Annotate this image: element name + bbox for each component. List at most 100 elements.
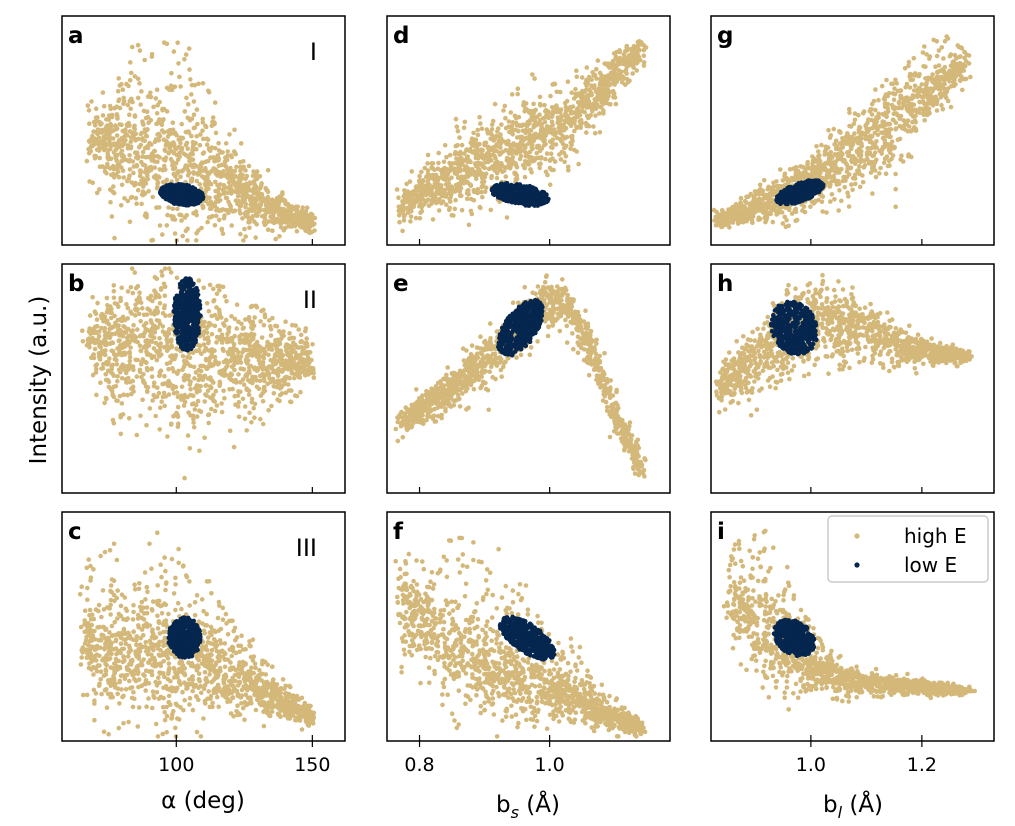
point-high-e bbox=[158, 368, 164, 374]
point-high-e bbox=[111, 295, 117, 301]
point-high-e bbox=[171, 214, 176, 220]
point-high-e bbox=[225, 149, 230, 154]
point-high-e bbox=[205, 137, 211, 142]
point-high-e bbox=[159, 611, 165, 616]
point-high-e bbox=[161, 390, 167, 396]
point-high-e bbox=[101, 729, 107, 735]
point-high-e bbox=[166, 205, 171, 210]
point-high-e bbox=[119, 687, 124, 692]
point-high-e bbox=[150, 398, 155, 403]
point-high-e bbox=[138, 102, 143, 107]
point-high-e bbox=[225, 363, 230, 369]
point-low-e bbox=[172, 183, 177, 189]
point-high-e bbox=[120, 673, 125, 678]
point-high-e bbox=[159, 286, 164, 291]
point-high-e bbox=[179, 218, 184, 223]
point-high-e bbox=[118, 613, 124, 619]
point-high-e bbox=[211, 637, 217, 642]
point-high-e bbox=[312, 228, 317, 233]
point-high-e bbox=[90, 636, 96, 641]
point-high-e bbox=[209, 351, 215, 356]
point-high-e bbox=[285, 692, 291, 698]
point-high-e bbox=[82, 618, 87, 623]
point-high-e bbox=[281, 206, 287, 212]
point-high-e bbox=[212, 354, 218, 360]
point-high-e bbox=[215, 654, 221, 660]
point-high-e bbox=[183, 573, 189, 578]
point-high-e bbox=[125, 392, 130, 398]
point-high-e bbox=[186, 102, 191, 107]
point-high-e bbox=[258, 690, 264, 695]
point-high-e bbox=[219, 227, 225, 233]
point-high-e bbox=[232, 393, 237, 399]
point-high-e bbox=[269, 403, 274, 409]
point-low-e bbox=[197, 306, 203, 311]
point-high-e bbox=[273, 323, 278, 329]
point-high-e bbox=[235, 190, 241, 195]
point-low-e bbox=[194, 291, 200, 296]
point-high-e bbox=[266, 408, 271, 413]
point-high-e bbox=[269, 686, 275, 692]
point-high-e bbox=[212, 100, 218, 105]
point-high-e bbox=[171, 675, 177, 680]
point-high-e bbox=[166, 366, 171, 372]
point-high-e bbox=[178, 84, 183, 89]
point-high-e bbox=[262, 222, 268, 228]
point-high-e bbox=[277, 339, 282, 344]
point-high-e bbox=[179, 606, 184, 612]
point-high-e bbox=[283, 319, 288, 325]
point-high-e bbox=[196, 278, 202, 283]
point-low-e bbox=[190, 327, 196, 333]
point-high-e bbox=[176, 169, 181, 174]
point-high-e bbox=[152, 635, 157, 641]
point-high-e bbox=[249, 665, 254, 670]
point-high-e bbox=[128, 106, 133, 112]
point-high-e bbox=[230, 335, 235, 341]
point-high-e bbox=[131, 389, 136, 394]
point-high-e bbox=[137, 343, 143, 349]
point-high-e bbox=[154, 87, 160, 92]
point-high-e bbox=[248, 202, 253, 208]
point-high-e bbox=[283, 348, 289, 353]
point-high-e bbox=[97, 187, 102, 192]
point-high-e bbox=[236, 372, 241, 377]
point-high-e bbox=[202, 623, 208, 628]
point-high-e bbox=[240, 377, 246, 382]
point-high-e bbox=[125, 198, 131, 204]
point-high-e bbox=[225, 208, 231, 213]
point-high-e bbox=[97, 155, 102, 161]
point-high-e bbox=[159, 399, 164, 405]
point-high-e bbox=[284, 342, 289, 347]
point-high-e bbox=[154, 310, 160, 316]
panel-label-b: b bbox=[68, 271, 84, 297]
point-high-e bbox=[294, 393, 300, 399]
point-high-e bbox=[268, 691, 274, 696]
point-high-e bbox=[206, 689, 211, 694]
point-high-e bbox=[168, 148, 174, 154]
point-high-e bbox=[165, 212, 170, 218]
point-high-e bbox=[118, 603, 124, 609]
point-high-e bbox=[223, 155, 228, 161]
point-high-e bbox=[172, 231, 178, 236]
point-high-e bbox=[247, 700, 253, 706]
point-high-e bbox=[155, 351, 161, 356]
point-high-e bbox=[275, 689, 280, 695]
point-high-e bbox=[250, 380, 255, 386]
point-high-e bbox=[128, 195, 134, 200]
point-high-e bbox=[209, 679, 214, 685]
point-high-e bbox=[257, 361, 263, 367]
point-high-e bbox=[215, 682, 221, 688]
point-high-e bbox=[253, 376, 258, 382]
point-high-e bbox=[155, 626, 161, 631]
point-high-e bbox=[268, 379, 274, 385]
point-high-e bbox=[222, 641, 228, 646]
panel-frame-b bbox=[61, 263, 346, 494]
point-high-e bbox=[129, 96, 134, 102]
point-high-e bbox=[114, 166, 120, 171]
point-high-e bbox=[149, 374, 155, 380]
point-high-e bbox=[174, 685, 180, 691]
point-high-e bbox=[155, 159, 160, 165]
point-high-e bbox=[311, 715, 317, 720]
point-high-e bbox=[222, 691, 228, 697]
